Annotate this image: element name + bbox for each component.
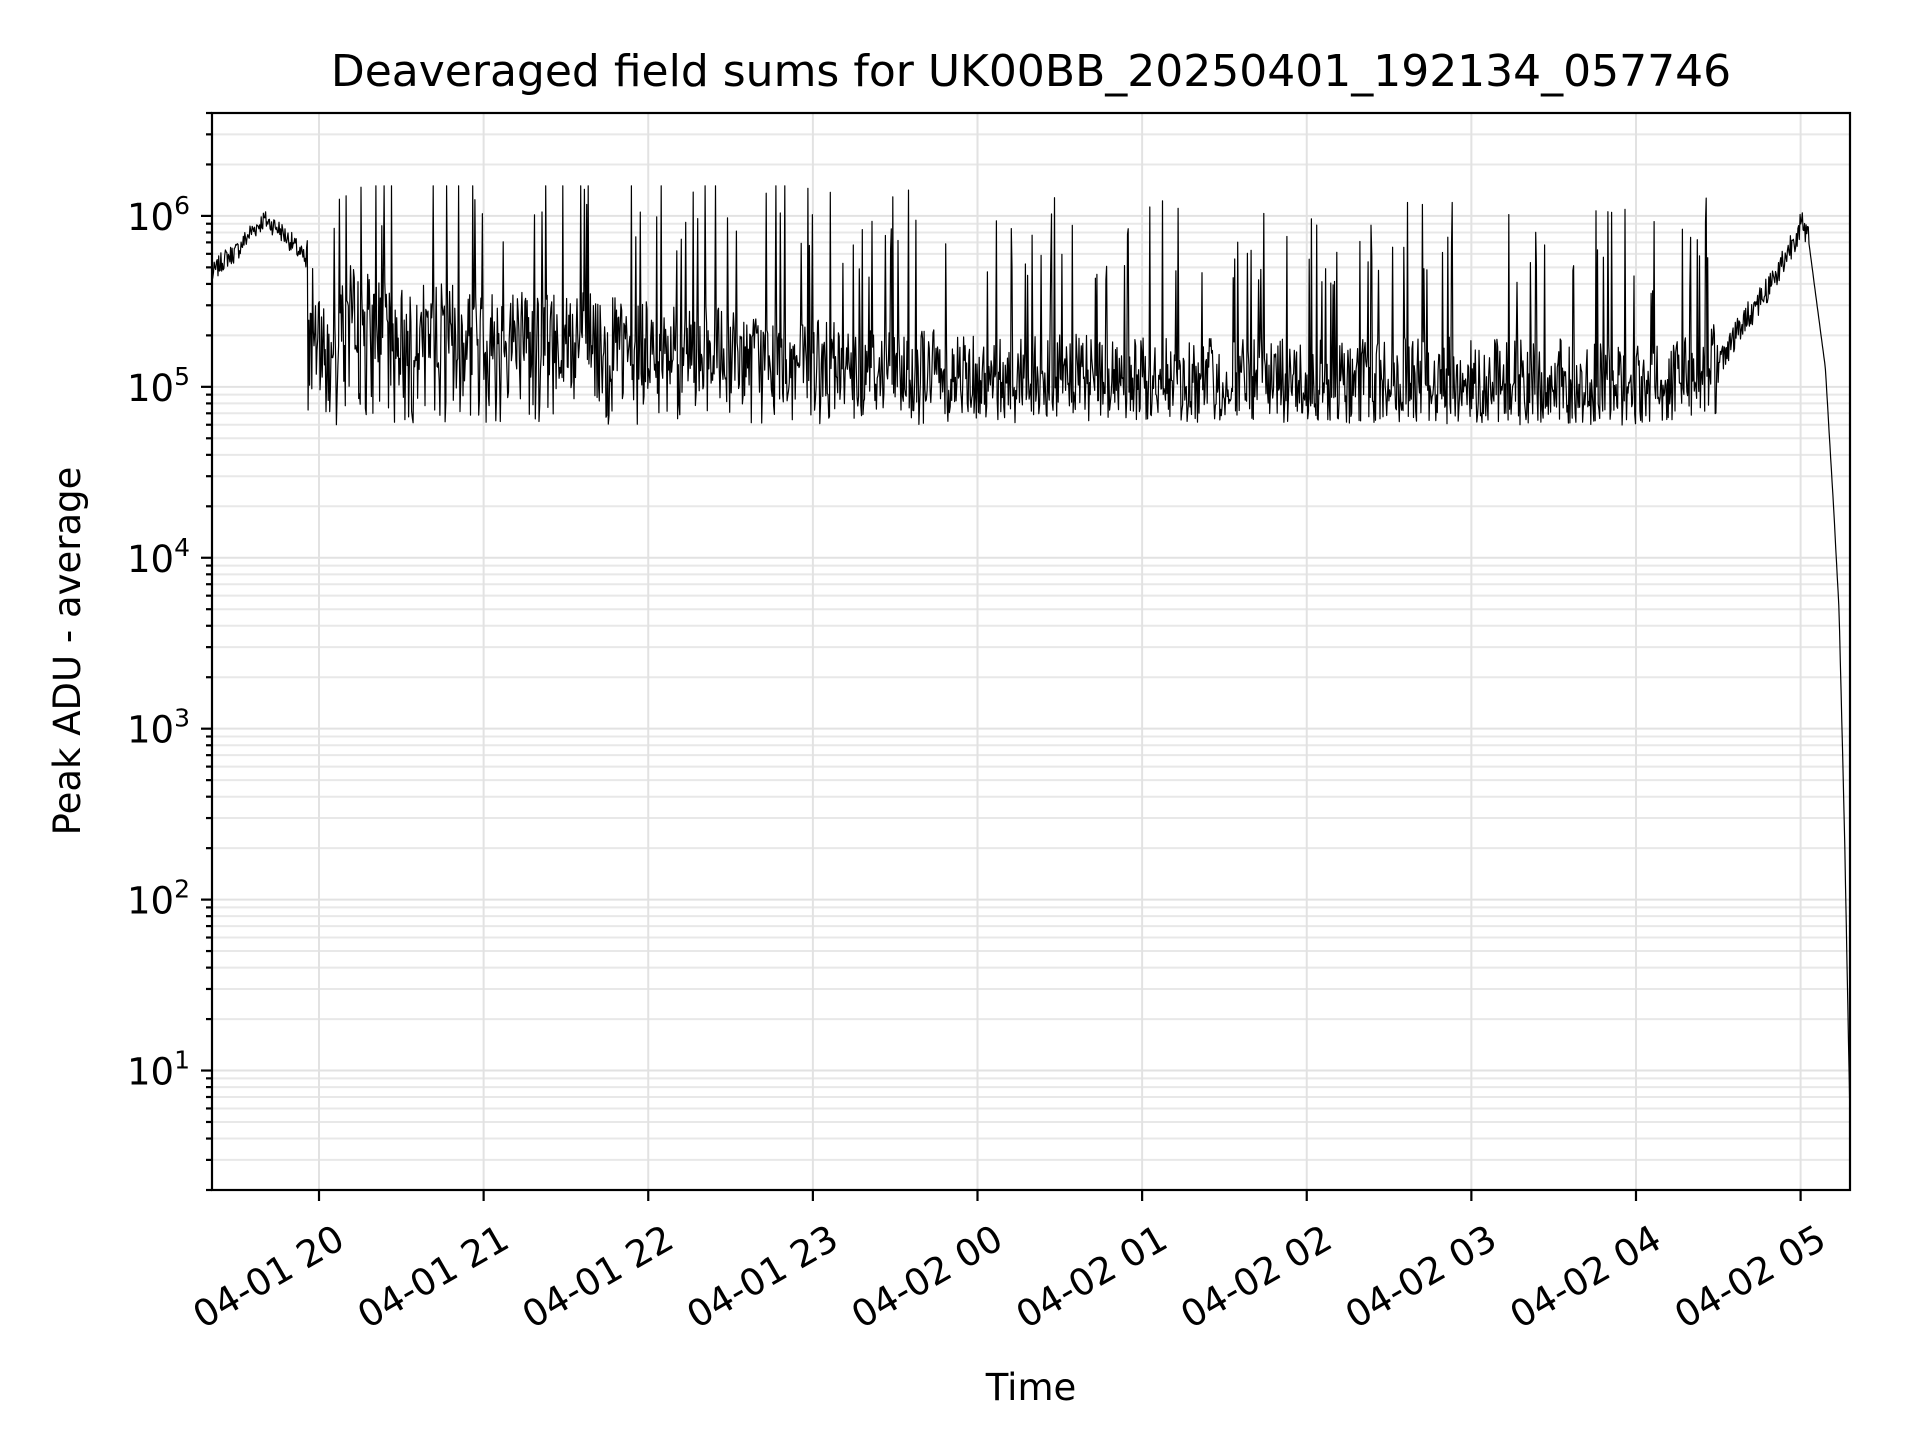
y-tick-label: 104 bbox=[127, 533, 190, 581]
y-tick-label: 106 bbox=[127, 191, 190, 239]
y-tick-label: 102 bbox=[127, 875, 190, 923]
series-layer bbox=[211, 185, 1851, 1123]
y-tick-label: 101 bbox=[127, 1046, 190, 1094]
series-line bbox=[211, 185, 1851, 1123]
y-tick-label: 105 bbox=[127, 362, 190, 410]
x-axis-label: Time bbox=[985, 1366, 1077, 1409]
y-axis: 101 102 103 104 105 106 bbox=[127, 111, 212, 1192]
chart-title: Deaveraged field sums for UK00BB_2025040… bbox=[331, 46, 1731, 97]
plot-frame bbox=[210, 111, 1852, 1192]
y-tick-label: 103 bbox=[127, 704, 190, 752]
y-axis-label: Peak ADU - average bbox=[46, 467, 89, 836]
grid-lines bbox=[212, 112, 1850, 1191]
